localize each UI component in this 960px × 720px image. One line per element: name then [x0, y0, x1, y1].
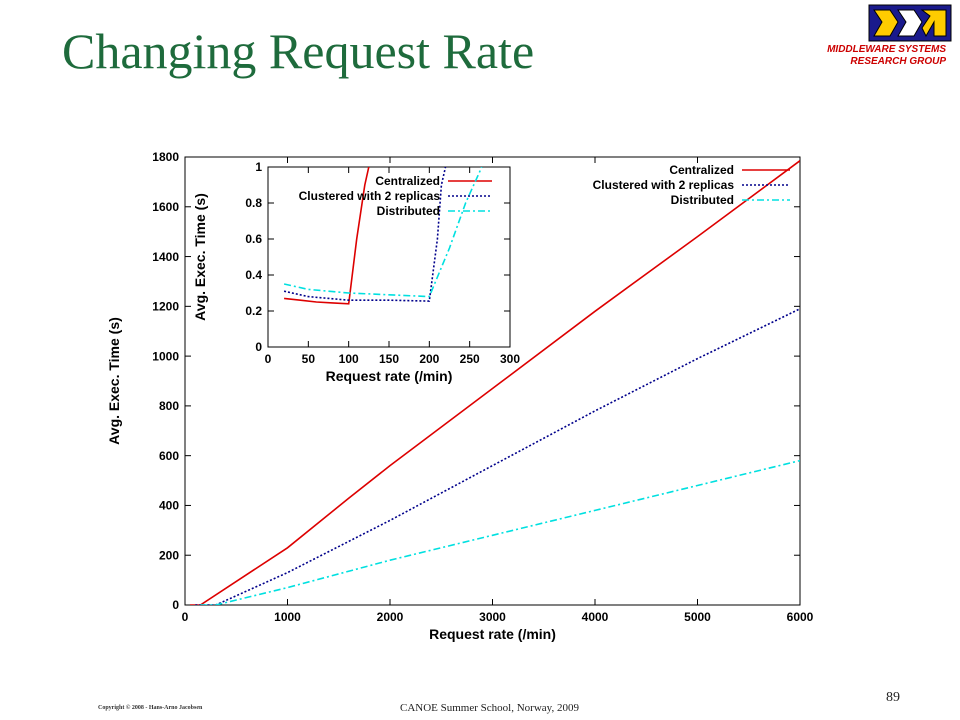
- inset-legend-label-2: Clustered with 2 replicas: [299, 189, 441, 203]
- main-x-tick-label: 4000: [582, 610, 609, 624]
- msrg-logo: [868, 4, 952, 42]
- main-x-tick-label: 0: [182, 610, 189, 624]
- inset-x-tick-label: 100: [339, 352, 359, 366]
- main-x-tick-label: 3000: [479, 610, 506, 624]
- main-y-tick-label: 400: [159, 499, 179, 513]
- inset-y-tick-label: 0: [255, 340, 262, 354]
- main-y-tick-label: 200: [159, 548, 179, 562]
- group-name-line2: RESEARCH GROUP: [850, 56, 946, 67]
- page-number: 89: [886, 690, 900, 705]
- inset-x-tick-label: 200: [419, 352, 439, 366]
- footer-text: CANOE Summer School, Norway, 2009: [400, 702, 579, 714]
- inset-series-line-1: [284, 167, 370, 305]
- inset-y-axis-label: Avg. Exec. Time (s): [192, 193, 208, 321]
- main-x-tick-label: 1000: [274, 610, 301, 624]
- inset-legend-label-1: Centralized: [375, 174, 440, 188]
- inset-legend-label-3: Distributed: [377, 204, 440, 218]
- main-y-tick-label: 1200: [152, 300, 179, 314]
- main-x-axis-label: Request rate (/min): [429, 626, 556, 642]
- main-legend-label-2: Clustered with 2 replicas: [593, 178, 735, 192]
- main-y-tick-label: 0: [172, 598, 179, 612]
- group-name-line1: MIDDLEWARE SYSTEMS: [827, 44, 946, 55]
- main-y-tick-label: 1400: [152, 250, 179, 264]
- inset-y-tick-label: 1: [255, 160, 262, 174]
- inset-y-tick-label: 0.6: [245, 232, 262, 246]
- main-x-tick-label: 5000: [684, 610, 711, 624]
- main-legend-label-1: Centralized: [669, 163, 734, 177]
- inset-y-tick-label: 0.8: [245, 196, 262, 210]
- main-y-axis-label: Avg. Exec. Time (s): [106, 317, 122, 445]
- inset-x-axis-label: Request rate (/min): [326, 368, 453, 384]
- inset-series-line-2: [283, 167, 447, 302]
- main-y-tick-label: 800: [159, 399, 179, 413]
- inset-y-tick-label: 0.4: [245, 268, 262, 282]
- copyright: Copyright © 2008 - Hans-Arno Jacobsen: [98, 705, 203, 711]
- inset-x-tick-label: 0: [265, 352, 272, 366]
- inset-x-tick-label: 250: [460, 352, 480, 366]
- slide-title: Changing Request Rate: [62, 23, 535, 79]
- main-x-tick-label: 6000: [787, 610, 814, 624]
- main-series-line-1: [190, 160, 800, 605]
- main-x-tick-label: 2000: [377, 610, 404, 624]
- inset-x-tick-label: 50: [302, 352, 316, 366]
- main-legend-label-3: Distributed: [671, 193, 734, 207]
- inset-x-tick-label: 150: [379, 352, 399, 366]
- inset-x-tick-label: 300: [500, 352, 520, 366]
- inset-series-line-3: [283, 167, 483, 298]
- inset-plot-frame: [267, 166, 511, 348]
- main-series-line-2: [195, 308, 800, 605]
- main-y-tick-label: 1800: [152, 150, 179, 164]
- main-y-tick-label: 1000: [152, 349, 179, 363]
- main-y-tick-label: 600: [159, 449, 179, 463]
- inset-y-tick-label: 0.2: [245, 304, 262, 318]
- main-y-tick-label: 1600: [152, 200, 179, 214]
